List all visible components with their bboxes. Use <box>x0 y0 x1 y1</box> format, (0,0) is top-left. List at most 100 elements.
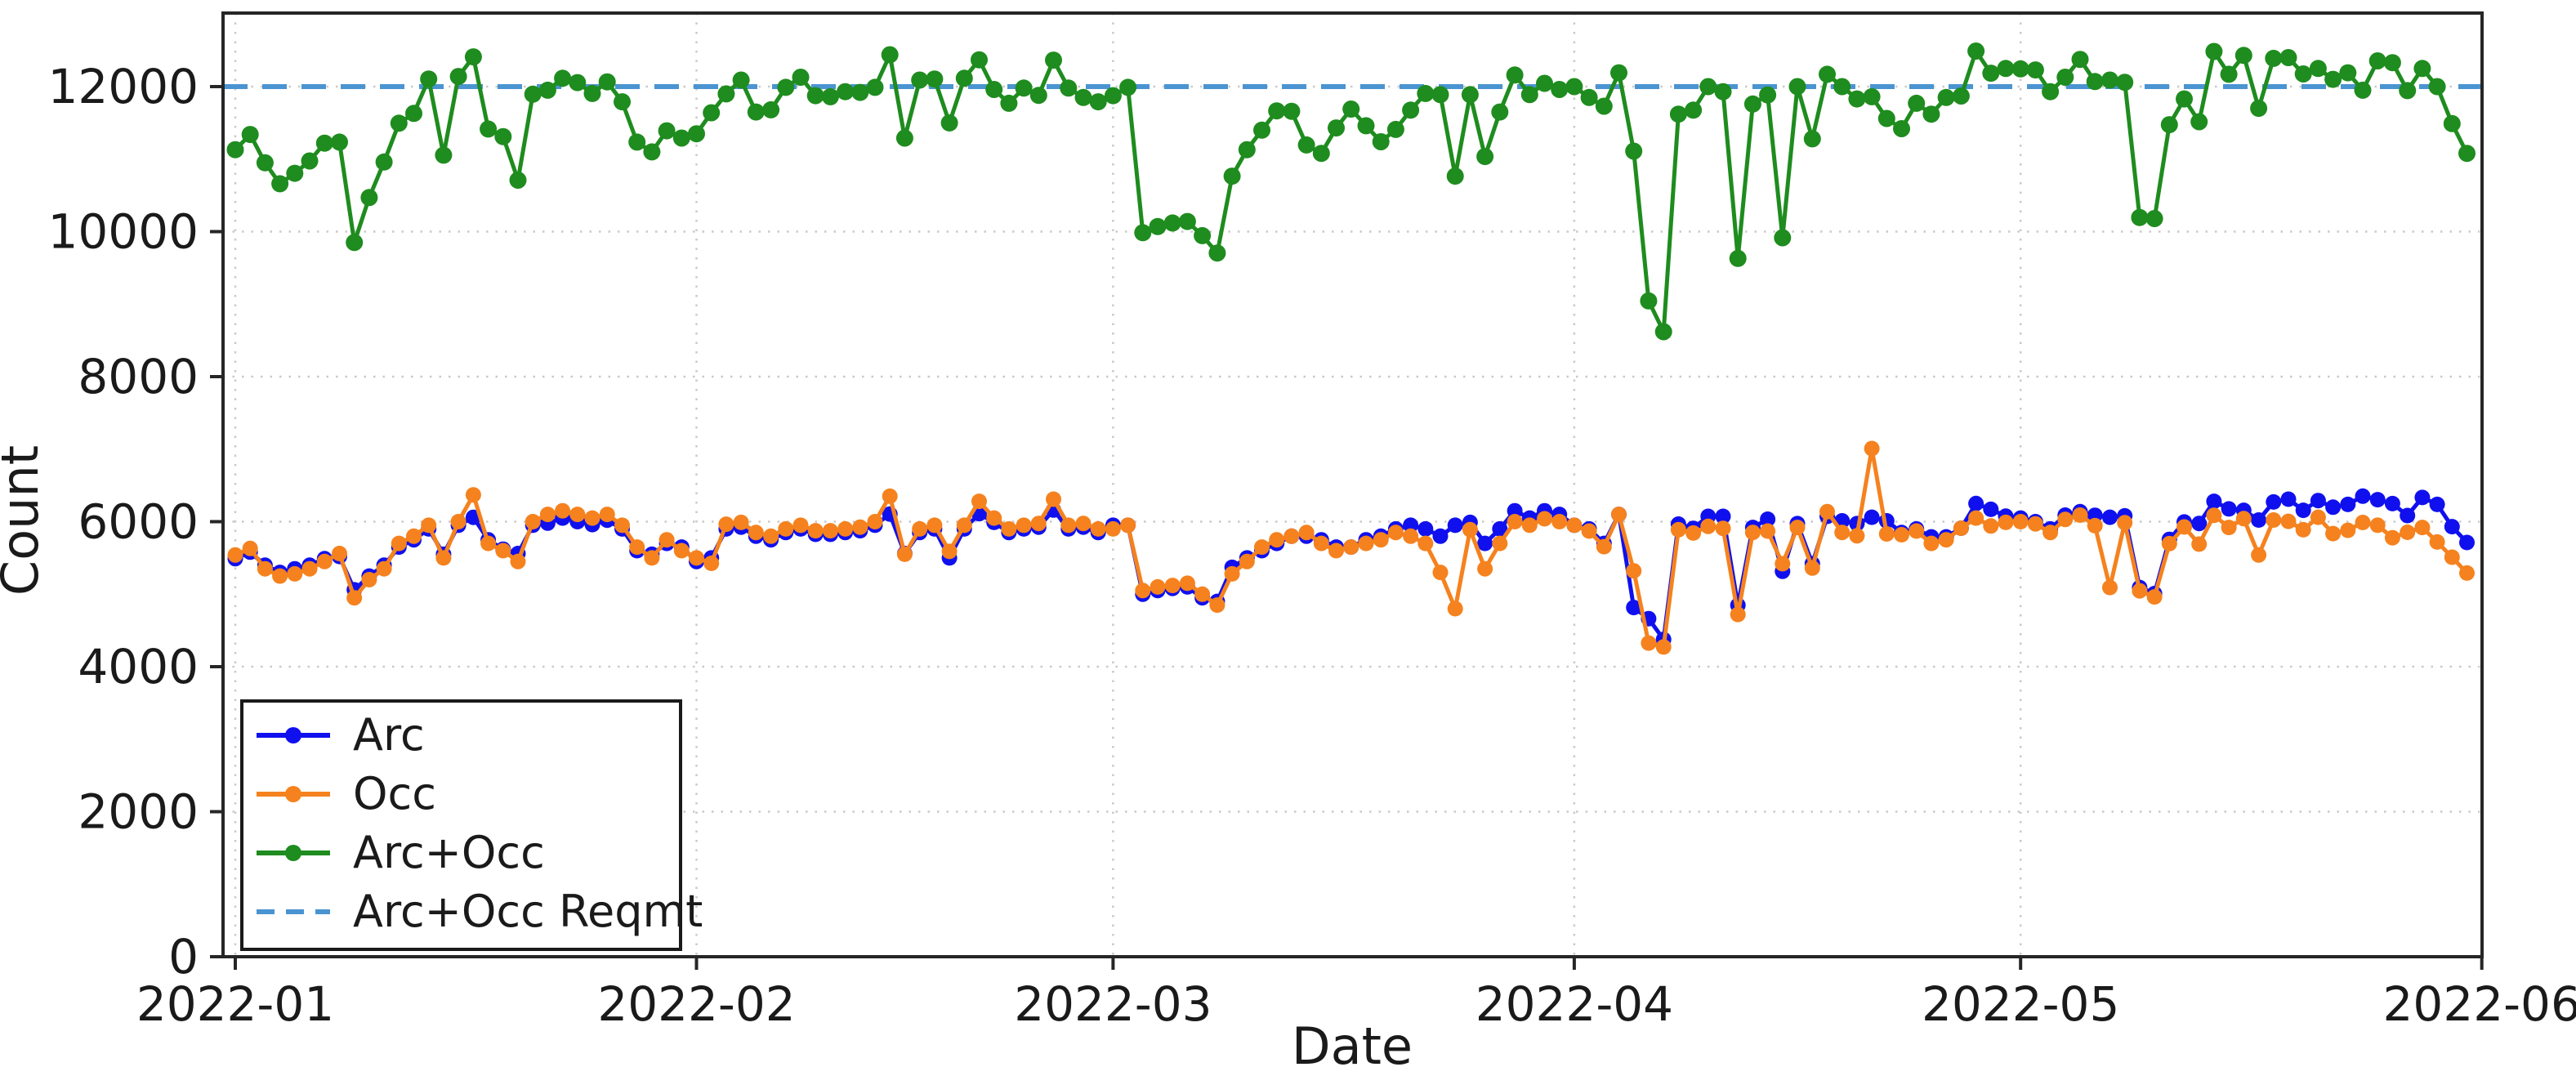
arc-occ-point <box>420 70 438 88</box>
arc-occ-point <box>1328 119 1345 137</box>
occ-point <box>2266 512 2282 528</box>
legend-label: Arc+Occ Reqmt <box>353 886 703 937</box>
occ-point <box>1492 535 1508 551</box>
arc-occ-point <box>1000 94 1018 112</box>
arc-occ-point <box>1074 88 1092 106</box>
arc-occ-point <box>955 69 973 87</box>
arc-occ-point <box>2458 145 2476 163</box>
arc-occ-point <box>1015 79 1033 97</box>
arc-point <box>1477 535 1493 551</box>
legend-frame <box>240 699 682 951</box>
occ-point <box>837 520 854 537</box>
arc-occ-point <box>672 129 690 147</box>
arc-occ-point <box>346 234 364 252</box>
arc-occ-point <box>1223 167 1241 185</box>
arc-occ-point <box>583 84 601 102</box>
legend-marker <box>285 845 301 861</box>
arc-occ-point <box>1297 136 1315 154</box>
occ-point <box>2012 514 2029 529</box>
arc-point <box>2325 499 2342 516</box>
occ-point <box>227 547 243 563</box>
occ-point <box>614 517 630 534</box>
occ-point <box>1254 539 1270 556</box>
occ-point <box>1596 538 1612 555</box>
arc-occ-point <box>1863 87 1881 105</box>
arc-occ-point <box>554 69 572 87</box>
arc-point <box>1864 509 1880 525</box>
occ-point <box>599 507 615 523</box>
arc-point <box>1507 502 1523 519</box>
arc-occ-point <box>331 133 348 151</box>
arc-point <box>2191 516 2208 532</box>
x-tick-label: 2022-03 <box>1014 976 1212 1032</box>
occ-point <box>1537 511 1552 527</box>
occ-point <box>1432 565 1449 581</box>
arc-occ-point <box>375 153 393 171</box>
arc-occ-point <box>256 154 274 172</box>
arc-occ-point <box>747 103 765 121</box>
arc-occ-point <box>569 74 587 92</box>
occ-point <box>2459 565 2475 581</box>
arc-point <box>2251 512 2267 528</box>
arc-point <box>1447 517 1463 534</box>
occ-point <box>2369 517 2386 534</box>
arc-occ-point <box>1759 86 1777 104</box>
arc-point <box>2266 493 2282 510</box>
occ-point <box>555 502 571 519</box>
arc-occ-point <box>1208 244 1226 262</box>
occ-point <box>1358 535 1374 551</box>
occ-point <box>1313 535 1329 551</box>
occ-point <box>1760 523 1776 539</box>
occ-point <box>2176 519 2192 535</box>
arc-occ-point <box>985 81 1003 98</box>
arc-occ-point <box>1625 142 1643 160</box>
arc-occ-point <box>480 120 498 138</box>
arc-occ-point <box>688 125 705 143</box>
occ-point <box>2146 589 2163 605</box>
arc-occ-point <box>1119 78 1137 96</box>
arc-point <box>2400 507 2416 524</box>
arc-occ-point <box>241 126 259 144</box>
arc-occ-point <box>1595 97 1613 115</box>
occ-point <box>569 507 586 523</box>
occ-point <box>1611 507 1627 523</box>
occ-point <box>1983 518 1999 534</box>
occ-point <box>406 528 422 544</box>
occ-point <box>1477 560 1493 577</box>
arc-occ-point <box>1238 141 1256 158</box>
occ-point <box>896 546 913 562</box>
occ-point <box>257 560 273 577</box>
occ-point <box>1730 606 1746 623</box>
occ-point <box>733 514 749 530</box>
arc-occ-point <box>435 146 453 164</box>
arc-occ-point <box>1967 42 1985 60</box>
occ-point <box>1060 517 1077 534</box>
arc-point <box>2102 509 2118 525</box>
occ-point <box>1626 563 1642 579</box>
occ-point <box>1953 520 1969 536</box>
arc-occ-point <box>1937 88 1955 106</box>
occ-point <box>1150 578 1166 595</box>
arc-occ-point <box>1163 214 1181 232</box>
occ-point <box>926 517 943 534</box>
arc-occ-point <box>1580 88 1598 106</box>
arc-occ-point <box>1536 74 1553 92</box>
occ-point <box>2400 525 2416 540</box>
arc-occ-point <box>464 48 482 66</box>
occ-point <box>1581 523 1597 539</box>
arc-point <box>2355 488 2371 504</box>
arc-occ-point <box>2234 47 2252 65</box>
arc-point <box>1432 528 1449 544</box>
occ-point <box>1641 635 1657 651</box>
arc-occ-point <box>1402 101 1420 119</box>
arc-occ-point <box>2205 42 2223 60</box>
occ-point <box>2221 520 2237 536</box>
occ-point <box>956 517 972 534</box>
arc-occ-point <box>2086 73 2104 91</box>
occ-point <box>1209 597 1225 614</box>
arc-occ-point <box>2399 82 2417 100</box>
occ-point <box>2280 513 2297 529</box>
occ-point <box>1923 535 1940 551</box>
occ-point <box>673 542 690 559</box>
arc-occ-point <box>360 189 378 207</box>
